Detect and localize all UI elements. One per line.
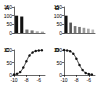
svg-text:A: A bbox=[5, 5, 10, 11]
svg-text:50: 50 bbox=[6, 60, 12, 66]
svg-text:150: 150 bbox=[4, 4, 13, 10]
svg-text:0: 0 bbox=[59, 30, 62, 36]
svg-text:50: 50 bbox=[56, 21, 62, 27]
svg-text:D: D bbox=[55, 47, 60, 53]
svg-text:100: 100 bbox=[54, 47, 63, 53]
svg-text:150: 150 bbox=[54, 4, 63, 10]
svg-text:C: C bbox=[5, 47, 10, 53]
svg-text:-8: -8 bbox=[24, 77, 29, 83]
svg-text:-6: -6 bbox=[37, 77, 42, 83]
svg-text:-10: -10 bbox=[10, 77, 17, 83]
svg-text:-8: -8 bbox=[74, 77, 79, 83]
svg-text:50: 50 bbox=[56, 60, 62, 66]
svg-text:100: 100 bbox=[54, 13, 63, 19]
svg-text:100: 100 bbox=[4, 13, 13, 19]
svg-text:0: 0 bbox=[9, 30, 12, 36]
svg-text:0: 0 bbox=[9, 72, 12, 78]
svg-text:50: 50 bbox=[6, 21, 12, 27]
svg-text:-10: -10 bbox=[60, 77, 67, 83]
svg-text:-6: -6 bbox=[87, 77, 92, 83]
svg-text:0: 0 bbox=[59, 72, 62, 78]
svg-text:100: 100 bbox=[4, 47, 13, 53]
svg-text:B: B bbox=[55, 5, 60, 11]
